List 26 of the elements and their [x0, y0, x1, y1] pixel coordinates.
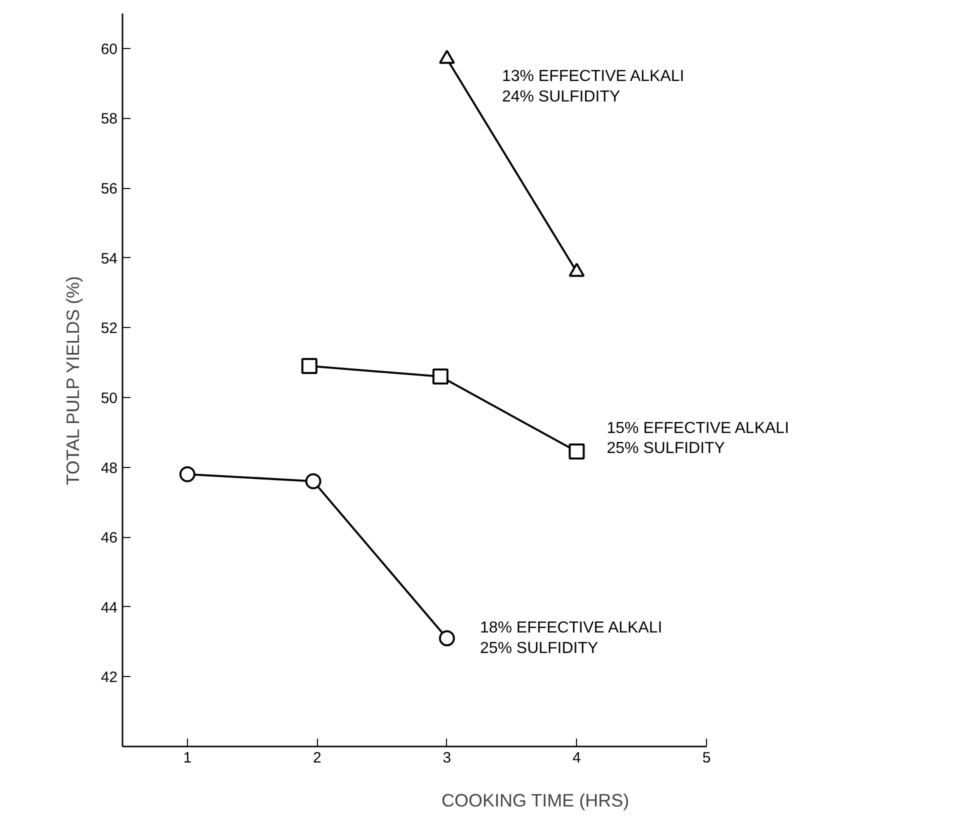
- point: [301, 358, 318, 374]
- x-tick-label: 2: [312, 750, 322, 766]
- y-axis-title: TOTAL PULP YIELDS (%): [62, 276, 83, 486]
- y-tick-label: 54: [100, 250, 118, 268]
- point: [432, 368, 448, 385]
- point: [179, 466, 196, 482]
- y-tick-label: 46: [100, 530, 118, 547]
- series-label: 15% EFFECTIVE ALKALI 25% SULFIDITY: [606, 420, 790, 458]
- y-tick-label: 58: [100, 110, 118, 128]
- x-tick-label: 1: [183, 750, 192, 766]
- y-tick-label: 44: [100, 599, 118, 616]
- series-label: 18% EFFECTIVE ALKALI 25% SULFIDITY: [480, 620, 662, 657]
- point: [305, 473, 322, 490]
- x-tick-label: 3: [442, 750, 452, 766]
- y-tick-label: 50: [100, 390, 118, 407]
- y-tick-label: 48: [100, 460, 118, 477]
- x-axis-title: COOKING TIME (HRS): [442, 790, 630, 810]
- y-tick-label: 56: [100, 180, 118, 198]
- y-tick-label: 52: [100, 320, 118, 338]
- series-label: 13% EFFECTIVE ALKALI 24% SULFIDITY: [502, 68, 684, 106]
- y-tick-label: 60: [100, 40, 118, 58]
- y-tick-label: 42: [100, 669, 118, 686]
- point: [438, 630, 455, 646]
- point: [568, 444, 585, 460]
- x-tick-label: 4: [572, 750, 581, 766]
- x-tick-label: 5: [702, 750, 711, 766]
